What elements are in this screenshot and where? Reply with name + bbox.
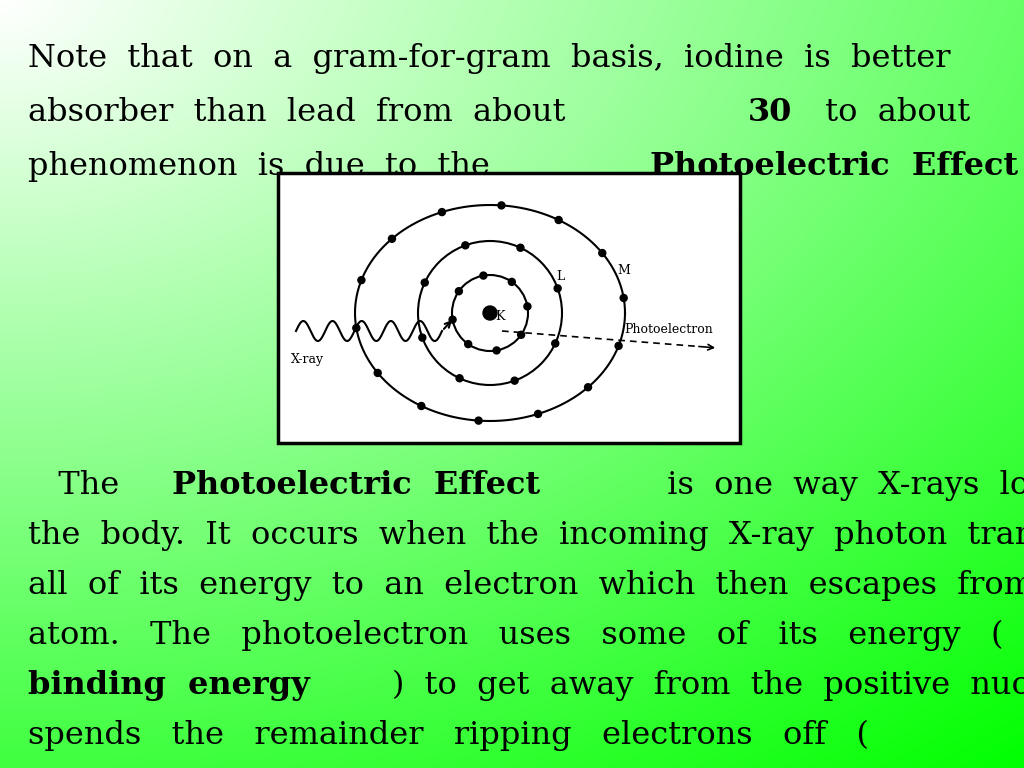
Circle shape [517,331,524,338]
Text: binding  energy: binding energy [28,670,309,701]
Circle shape [438,209,445,216]
Circle shape [480,272,486,279]
Text: Note  that  on  a  gram-for-gram  basis,  iodine  is  better: Note that on a gram-for-gram basis, iodi… [28,43,950,74]
Circle shape [535,410,542,418]
Text: phenomenon  is  due  to  the: phenomenon is due to the [28,151,510,182]
Text: to  about: to about [805,97,990,128]
Text: Photoelectric  Effect: Photoelectric Effect [650,151,1018,182]
Circle shape [585,384,592,391]
Text: L: L [557,270,565,283]
Text: the  body.  It  occurs  when  the  incoming  X-ray  photon  transfers: the body. It occurs when the incoming X-… [28,520,1024,551]
Text: all  of  its  energy  to  an  electron  which  then  escapes  from  the: all of its energy to an electron which t… [28,570,1024,601]
Circle shape [483,306,497,320]
Circle shape [450,316,456,323]
Circle shape [494,347,500,354]
Circle shape [462,242,469,249]
Circle shape [418,402,425,409]
Circle shape [524,303,530,310]
Text: X-ray: X-ray [291,353,325,366]
Text: Photoelectric  Effect: Photoelectric Effect [172,470,540,501]
Text: )  to  get  away  from  the  positive  nucleus  and: ) to get away from the positive nucleus … [391,670,1024,701]
Circle shape [498,202,505,209]
Circle shape [419,334,426,341]
Circle shape [621,294,627,302]
Text: atom.   The   photoelectron   uses   some   of   its   energy   (: atom. The photoelectron uses some of its… [28,620,1004,651]
Circle shape [508,278,515,286]
Text: Photoelectron: Photoelectron [625,323,713,336]
Circle shape [552,340,559,347]
Text: spends   the   remainder   ripping   electrons   off   (: spends the remainder ripping electrons o… [28,720,869,751]
Text: K: K [495,310,505,323]
Circle shape [555,217,562,223]
Circle shape [388,235,395,242]
Circle shape [511,377,518,384]
Circle shape [456,375,463,382]
Circle shape [456,288,463,295]
Text: is  one  way  X-rays  lose  energy  in: is one way X-rays lose energy in [647,470,1024,501]
Circle shape [517,244,524,251]
Circle shape [554,285,561,292]
Circle shape [421,279,428,286]
Circle shape [615,343,623,349]
Bar [278,173,740,443]
Text: M: M [617,264,630,277]
Text: 30: 30 [748,97,792,128]
Circle shape [599,250,606,257]
Circle shape [374,369,381,376]
Circle shape [475,417,482,424]
Circle shape [353,325,359,332]
Text: absorber  than  lead  from  about: absorber than lead from about [28,97,586,128]
Text: The: The [28,470,139,501]
Circle shape [358,276,365,283]
Circle shape [465,341,472,348]
